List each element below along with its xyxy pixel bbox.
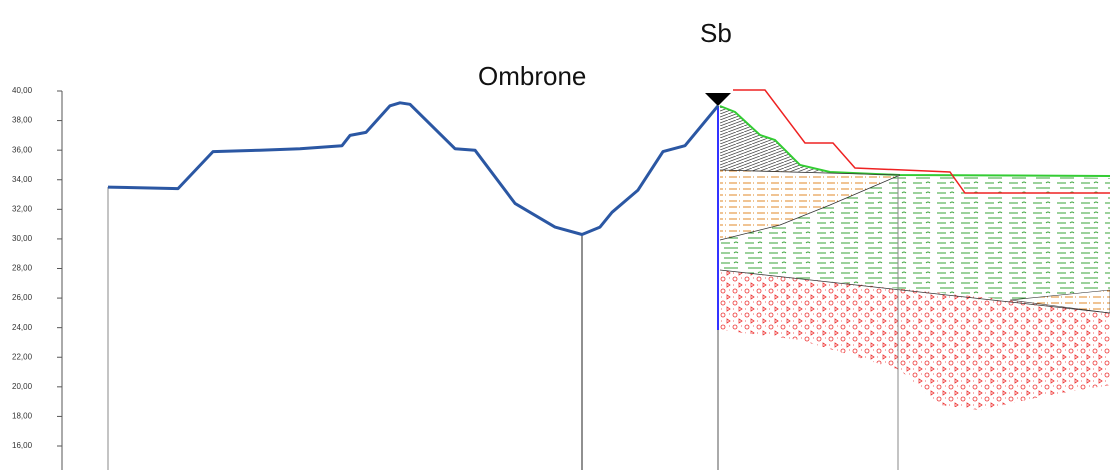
y-tick-label: 38,00 (12, 116, 33, 125)
y-tick-label: 24,00 (12, 323, 33, 332)
section-layers (108, 90, 1110, 470)
annotation: Ombrone (478, 61, 586, 91)
y-tick-label: 40,00 (12, 86, 33, 95)
y-tick-label: 32,00 (12, 204, 33, 213)
y-tick-label: 20,00 (12, 382, 33, 391)
profile-line (108, 103, 718, 235)
chart: Sb Ombrone 40,00 38,00 36,00 34,00 32,00 30,0… (0, 0, 1110, 470)
y-tick-label: 22,00 (12, 352, 33, 361)
y-tick-label: 16,00 (12, 441, 33, 450)
y-tick-label: 34,00 (12, 175, 33, 184)
y-tick-label: 28,00 (12, 264, 33, 273)
annotation: Sb (700, 18, 732, 48)
y-tick-label: 18,00 (12, 412, 33, 421)
y-tick-label: 30,00 (12, 234, 33, 243)
y-tick-label: 36,00 (12, 145, 33, 154)
y-tick-label: 26,00 (12, 293, 33, 302)
